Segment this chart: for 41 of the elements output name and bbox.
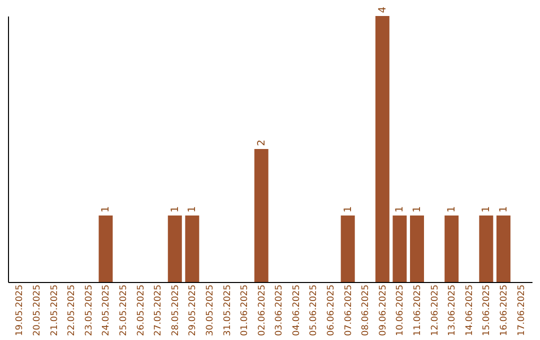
data-label: 1 xyxy=(446,206,458,212)
x-tick-label: 07.06.2025 xyxy=(344,284,354,336)
x-tick-label: 10.06.2025 xyxy=(396,284,406,336)
x-tick-label: 23.05.2025 xyxy=(84,284,94,336)
x-tick-label: 04.06.2025 xyxy=(292,284,302,336)
x-tick-label: 21.05.2025 xyxy=(50,284,60,336)
x-tick-label: 19.05.2025 xyxy=(15,284,26,336)
data-label: 2 xyxy=(256,140,268,146)
data-label: 1 xyxy=(342,206,354,212)
x-tick-label: 08.06.2025 xyxy=(361,284,372,336)
x-tick-label: 05.06.2025 xyxy=(309,284,320,336)
data-label: 1 xyxy=(187,206,198,212)
x-tick-label: 03.06.2025 xyxy=(274,284,285,336)
x-tick-label: 15.06.2025 xyxy=(482,284,492,336)
x-tick-label: 13.06.2025 xyxy=(448,284,458,336)
x-tick-label: 01.06.2025 xyxy=(240,284,250,336)
x-tick-label: 26.05.2025 xyxy=(136,284,146,336)
x-tick-label: 09.06.2025 xyxy=(378,284,388,336)
x-tick-label: 14.06.2025 xyxy=(464,284,475,336)
x-tick-label: 20.05.2025 xyxy=(32,284,43,336)
data-label: 1 xyxy=(498,206,510,212)
x-tick-label: 12.06.2025 xyxy=(430,284,440,336)
x-tick-label: 06.06.2025 xyxy=(326,284,337,336)
x-tick-label: 29.05.2025 xyxy=(188,284,198,336)
x-tick-label: 24.05.2025 xyxy=(102,284,112,336)
x-tick-label: 16.06.2025 xyxy=(499,284,510,336)
x-tick-label: 22.05.2025 xyxy=(67,284,78,336)
data-label: 1 xyxy=(100,206,112,212)
data-label: 4 xyxy=(377,6,388,13)
x-tick-label: 11.06.2025 xyxy=(412,284,423,336)
x-tick-label: 17.06.2025 xyxy=(516,284,527,336)
x-tick-label: 25.05.2025 xyxy=(119,284,130,336)
x-tick-label: 02.06.2025 xyxy=(257,284,268,336)
x-tick-label: 28.05.2025 xyxy=(170,284,181,336)
data-label: 1 xyxy=(481,206,492,212)
data-label: 1 xyxy=(412,206,423,212)
data-label: 1 xyxy=(394,206,406,212)
data-label: 1 xyxy=(170,206,181,212)
x-tick-label: 30.05.2025 xyxy=(205,284,216,336)
x-tick-label: 31.05.2025 xyxy=(222,284,233,336)
x-tick-label: 27.05.2025 xyxy=(154,284,164,336)
